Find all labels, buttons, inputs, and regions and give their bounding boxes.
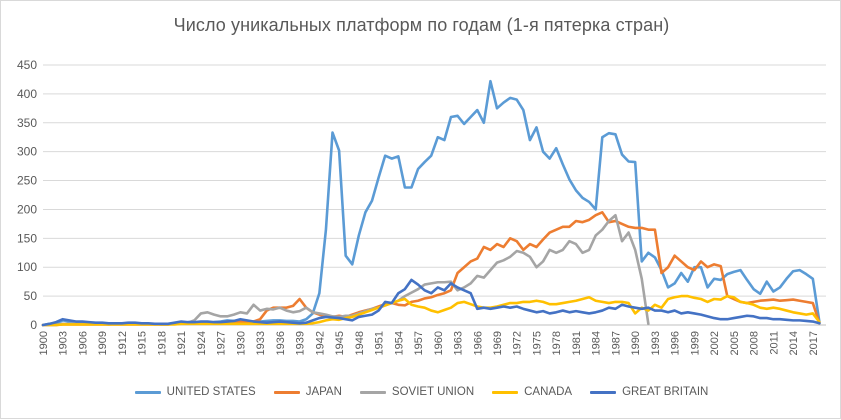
legend-label: UNITED STATES [166,386,256,398]
x-tick-label: 1948 [354,331,366,355]
x-tick-label: 1960 [433,331,445,355]
series-line-canada [41,294,821,327]
x-tick-label: 1915 [137,331,149,355]
x-axis-ticks: 1900 1903 1906 1909 1912 1915 1918 1921 1924 1927… [38,331,820,355]
x-tick-label: 1981 [571,331,583,355]
y-tick-label: 50 [24,289,38,303]
x-tick-label: 1927 [216,331,228,355]
x-tick-label: 1996 [670,331,682,355]
y-tick-label: 0 [30,318,37,332]
series-line-great-britain [41,278,821,327]
x-tick-label: 1939 [295,331,307,355]
x-tick-label: 1984 [591,331,603,355]
legend: UNITED STATES JAPAN SOVIET UNION CANADA GREA… [1,386,841,398]
legend-label: CANADA [524,386,573,398]
y-tick-label: 450 [17,58,37,72]
x-tick-label: 1975 [531,331,543,355]
y-tick-label: 100 [17,260,37,274]
x-tick-label: 1978 [551,331,563,355]
x-tick-label: 2005 [729,331,741,355]
x-tick-label: 1903 [58,331,70,355]
legend-swatch [492,390,519,394]
y-tick-label: 250 [17,174,37,188]
y-tick-label: 200 [17,202,37,216]
x-tick-label: 1933 [255,331,267,355]
x-tick-label: 1999 [689,331,701,355]
y-tick-label: 150 [17,231,37,245]
x-tick-label: 1918 [156,331,168,355]
y-tick-label: 350 [17,116,37,130]
legend-item-united-states: UNITED STATES [134,386,256,398]
x-tick-label: 1972 [512,331,524,355]
x-tick-label: 1936 [275,331,287,355]
x-tick-label: 1993 [650,331,662,355]
x-tick-label: 1969 [492,331,504,355]
x-tick-label: 1900 [38,331,50,355]
chart-title: Число уникальных платформ по годам (1-я … [173,15,670,35]
legend-swatch [134,390,161,394]
x-tick-label: 1987 [610,331,622,355]
legend-label: GREAT BRITAIN [622,386,709,398]
x-tick-label: 1990 [630,331,642,355]
legend-swatch [359,390,386,394]
x-tick-label: 2014 [788,331,800,355]
x-tick-label: 1963 [453,331,465,355]
y-tick-label: 400 [17,87,37,101]
x-tick-label: 1912 [117,331,129,355]
series-line-soviet-union [41,213,650,327]
x-tick-label: 2008 [749,331,761,355]
x-tick-label: 1945 [334,331,346,355]
x-tick-label: 1921 [176,331,188,355]
x-tick-label: 2017 [808,331,820,355]
x-tick-label: 1966 [472,331,484,355]
legend-label: JAPAN [305,386,342,398]
x-tick-label: 2002 [709,331,721,355]
legend-item-japan: JAPAN [273,386,342,398]
legend-item-soviet-union: SOVIET UNION [359,386,475,398]
x-tick-label: 1906 [77,331,89,355]
legend-item-canada: CANADA [492,386,572,398]
legend-label: SOVIET UNION [391,386,475,398]
y-axis-ticks: 0 50 100 150 200 250 300 350 400 450 [17,58,37,332]
series-line-japan [41,211,821,327]
x-tick-label: 1942 [314,331,326,355]
legend-item-great-britain: GREAT BRITAIN [590,386,708,398]
x-tick-label: 1954 [393,331,405,355]
legend-swatch [273,390,300,394]
legend-swatch [590,390,617,394]
x-tick-label: 1924 [196,331,208,355]
y-tick-label: 300 [17,145,37,159]
x-tick-label: 1957 [413,331,425,355]
series-layer [41,79,821,327]
x-tick-label: 2011 [768,331,780,355]
x-tick-label: 1930 [235,331,247,355]
x-tick-label: 1909 [97,331,109,355]
x-tick-label: 1951 [374,331,386,355]
series-line-united-states [41,79,821,327]
